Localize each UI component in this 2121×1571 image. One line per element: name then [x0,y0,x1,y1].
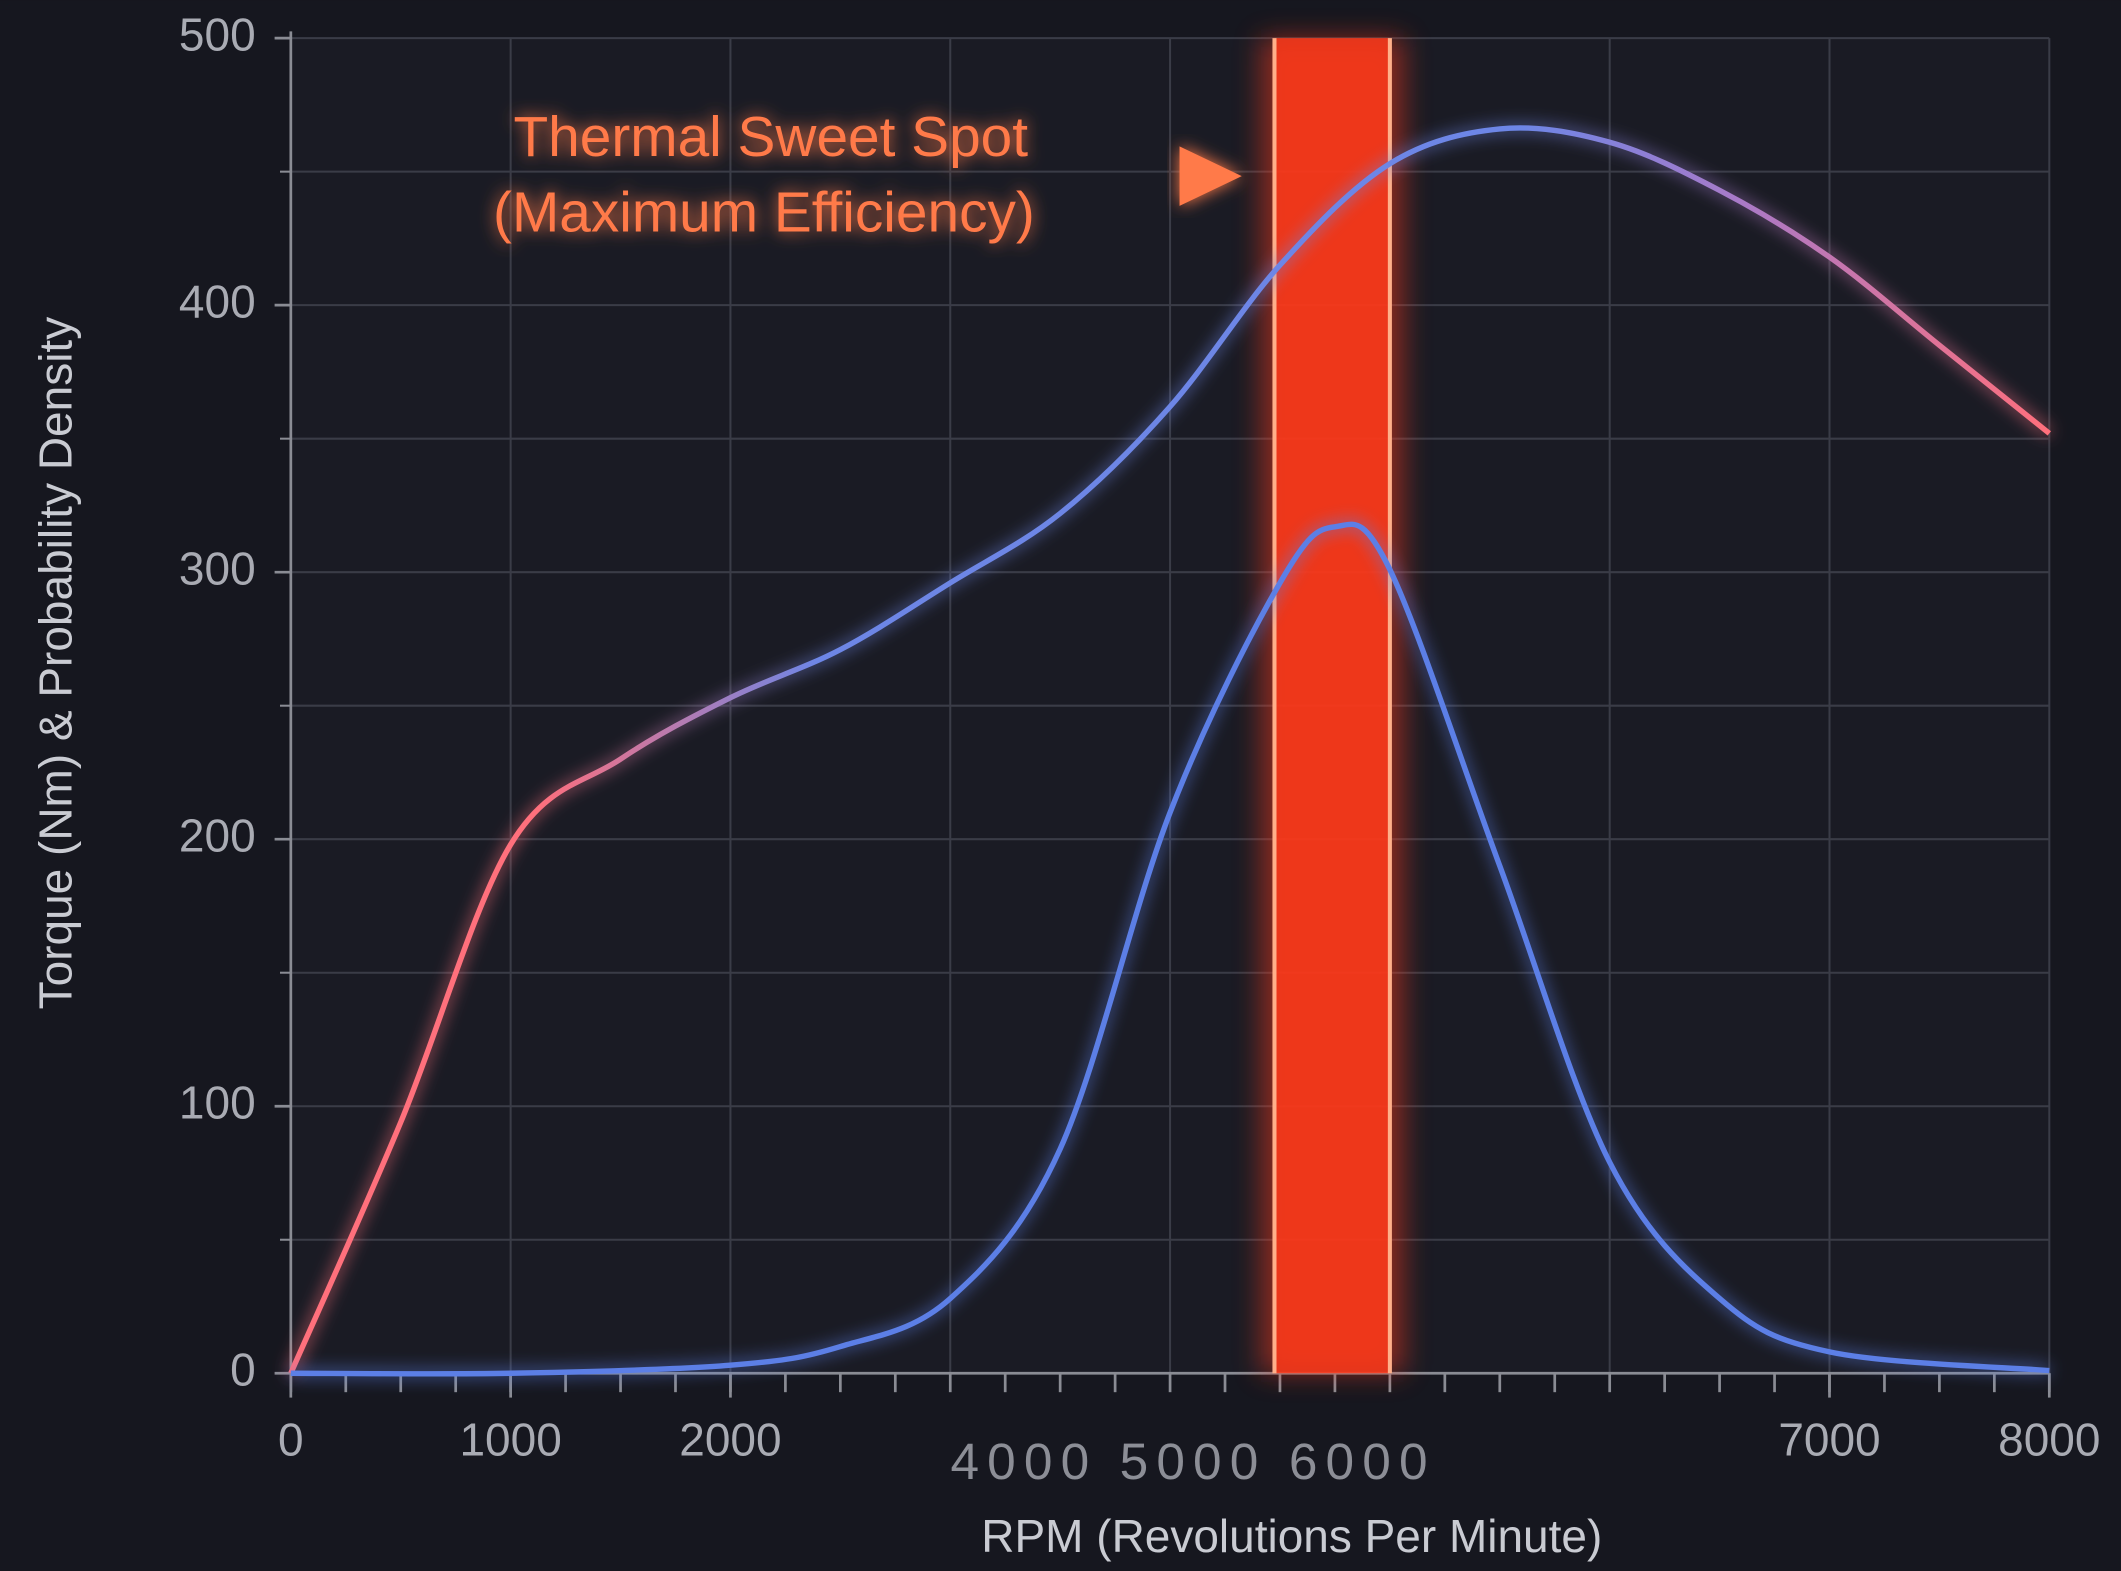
x-label-group: 4000 5000 6000 [950,1432,1435,1490]
series-line [290,521,2050,1377]
y-tick-label: 300 [179,542,256,594]
x-tick-label: 8000 [1998,1414,2100,1466]
series-line [288,125,2052,1375]
annotation-text: Thermal Sweet Spot [513,106,1028,169]
y-tick-label: 400 [179,275,256,327]
y-tick-label: 0 [230,1343,256,1395]
x-axis-title: RPM (Revolutions Per Minute) [981,1510,1602,1562]
annotation-arrowhead [1179,146,1242,206]
y-tick-label: 200 [179,809,256,861]
x-tick-label: 1000 [459,1414,561,1466]
y-tick-label: 100 [179,1076,256,1128]
plot-layer: 0 100 200 300 400 500 0 1000 2000 7000 8000 Thermal… [179,8,2101,1465]
x-tick-label: 2000 [679,1414,781,1466]
y-axis-title: Torque (Nm) & Probability Density [30,317,82,1010]
x-tick-label: 0 [278,1414,304,1466]
x-tick-label: 7000 [1778,1414,1880,1466]
y-tick-label: 500 [179,8,256,60]
annotation-text: (Maximum Efficiency) [493,182,1035,245]
